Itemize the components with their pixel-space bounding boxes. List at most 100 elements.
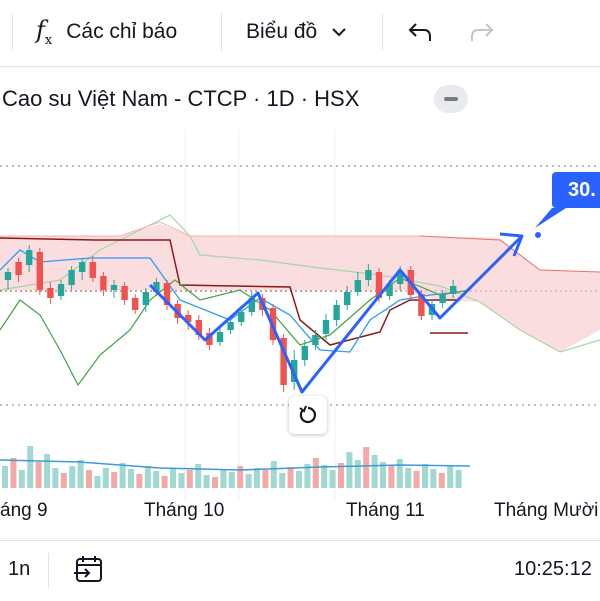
candle-body: [227, 322, 234, 330]
volume-bar: [388, 466, 395, 488]
volume-bars: [0, 446, 471, 488]
candle-body: [195, 320, 202, 335]
volume-bar: [413, 471, 420, 488]
candle-body: [142, 292, 149, 305]
x-axis-label: áng 9: [0, 500, 48, 521]
volume-bar: [18, 470, 25, 488]
volume-bar: [396, 459, 403, 488]
anchor-point: [535, 232, 541, 238]
volume-bar: [10, 458, 17, 488]
volume-bar: [195, 464, 202, 488]
candle-body: [301, 346, 308, 360]
volume-bar: [321, 465, 328, 488]
go-to-date-button[interactable]: [72, 553, 106, 592]
candle-body: [89, 262, 96, 278]
candle-body: [439, 294, 446, 303]
volume-bar: [287, 467, 294, 488]
cloud-span-b: [419, 235, 600, 273]
volume-bar: [422, 464, 428, 488]
x-axis-label: Tháng 11: [346, 500, 425, 521]
volume-bar: [144, 466, 151, 488]
candle-body: [206, 333, 213, 345]
candle-body: [57, 284, 65, 296]
cloud-fill: [0, 224, 600, 352]
candle-body: [248, 298, 255, 312]
candle-body: [333, 305, 340, 320]
toolbar-separator: [12, 14, 13, 50]
volume-bar: [153, 471, 160, 488]
volume-bar: [228, 472, 235, 488]
volume-bar: [86, 470, 92, 488]
candle-body: [354, 280, 361, 292]
symbol-title[interactable]: Cao su Việt Nam - CTCP · 1D · HSX: [2, 86, 360, 111]
volume-bar: [363, 447, 370, 488]
volume-bar: [136, 474, 143, 488]
indicators-label: Các chỉ báo: [66, 20, 178, 43]
candle-body: [280, 338, 287, 385]
volume-bar: [329, 470, 336, 488]
candle-body: [322, 320, 330, 334]
volume-bar: [111, 472, 118, 488]
volume-bar: [346, 452, 353, 488]
volume-bar: [405, 468, 412, 488]
undo-button[interactable]: [406, 0, 432, 64]
chart-type-button[interactable]: Biểu đồ: [246, 0, 347, 64]
candle-body: [47, 288, 54, 298]
redo-button[interactable]: [470, 0, 496, 64]
collapse-legend-button[interactable]: [434, 85, 468, 113]
volume-bar: [69, 466, 76, 488]
interval-button[interactable]: 1n: [8, 558, 31, 580]
price-tag-pointer: [535, 208, 566, 228]
candle-body: [79, 262, 86, 272]
kijun-line: [0, 237, 460, 346]
volume-bar: [2, 466, 8, 488]
volume-bar: [119, 463, 126, 488]
volume-bar: [35, 462, 42, 488]
chikou-line: [0, 277, 471, 387]
volume-bar: [186, 470, 193, 488]
clock-time: 10:25:12: [514, 558, 592, 580]
path-drawing[interactable]: [148, 208, 566, 394]
cloud-span-a: [0, 214, 600, 353]
volume-bar: [354, 460, 361, 488]
toolbar-separator: [221, 14, 222, 50]
volume-bar: [304, 464, 311, 488]
candle-body: [238, 312, 245, 322]
x-axis-label: Tháng 10: [144, 500, 225, 521]
volume-bar: [438, 473, 445, 488]
candle-body: [132, 298, 139, 310]
volume-bar: [279, 473, 286, 488]
chart-type-label: Biểu đồ: [246, 20, 318, 43]
top-toolbar: fx Các chỉ báo Biểu đồ: [0, 0, 600, 67]
volume-ma: [0, 459, 471, 471]
ichimoku-cloud: [0, 214, 600, 353]
volume-bar: [44, 454, 50, 488]
candle-body: [418, 294, 425, 316]
volume-bar: [220, 469, 227, 488]
arrow-head: [499, 232, 524, 257]
reset-chart-button[interactable]: [289, 396, 327, 434]
indicators-button[interactable]: fx Các chỉ báo: [36, 0, 177, 64]
x-axis-label: Tháng Mười: [494, 500, 599, 521]
path-line: [148, 234, 524, 394]
volume-bar: [380, 462, 386, 488]
volume-bar: [237, 466, 244, 488]
volume-bar: [170, 468, 176, 488]
volume-bar: [128, 469, 134, 488]
price-chart[interactable]: [0, 120, 600, 500]
reset-icon: [299, 405, 316, 424]
candle-body: [26, 250, 33, 265]
undo-icon: [408, 23, 431, 41]
volume-bar: [94, 476, 101, 488]
volume-bar: [338, 463, 344, 488]
volume-bar: [60, 473, 67, 488]
volume-bar: [77, 460, 84, 488]
candle-body: [4, 272, 12, 280]
go-to-date-icon: [74, 556, 102, 582]
bottom-bar: 1n 10:25:12: [0, 540, 600, 601]
volume-bar: [178, 473, 185, 488]
volume-bar: [212, 477, 218, 488]
volume-bar: [430, 469, 437, 488]
volume-bar: [161, 476, 168, 488]
candle-body: [121, 286, 128, 300]
